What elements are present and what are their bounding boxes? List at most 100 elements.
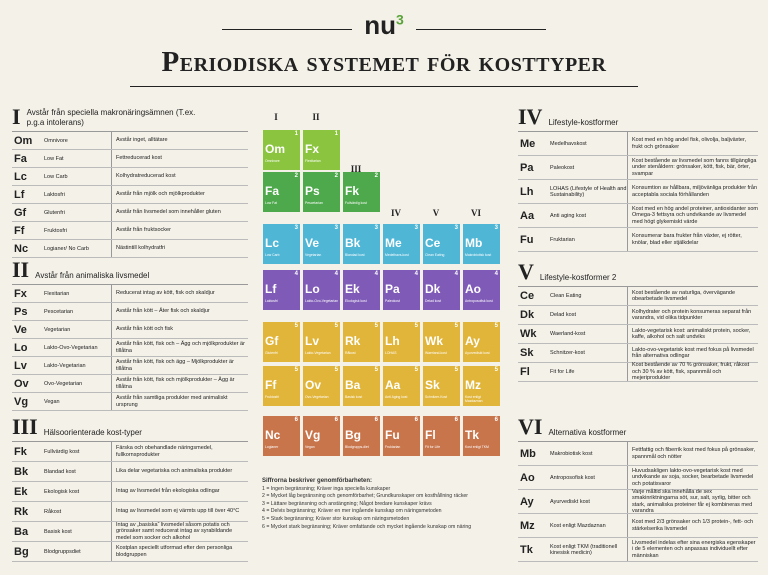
table-row: Bg Blodgruppsdiet Kostplan speciellt utfor… <box>12 542 248 562</box>
table-row: Sk Schnitzer-kost Lakto-ovo-vegetarisk kos… <box>518 344 758 363</box>
section-i: I Avstår från speciella makronäringsämnen… <box>12 104 248 258</box>
row-description: Kost med en hög andel proteiner, antioxi… <box>632 205 758 225</box>
tile-number: 6 <box>454 417 458 423</box>
table-row: Ov Ovo-Vegetarian Avstår från kött, fisk o… <box>12 375 248 393</box>
row-symbol: Ov <box>14 377 29 390</box>
section-table: Om Omnivore Avstår inget, alltätare Fa Low F… <box>12 131 248 258</box>
tile-label: Omnivore <box>265 159 280 163</box>
element-tile-aa: 5 Aa Anti Aging kost <box>383 366 420 406</box>
row-name: Ayurvediskt kost <box>548 490 628 513</box>
element-tile-rk: 5 Rk Råkost <box>343 322 380 362</box>
title-underline <box>130 86 638 87</box>
tile-label: Ovo-Vegetarian <box>305 395 329 399</box>
row-name: Low Carb <box>42 168 112 185</box>
row-name: Anti aging kost <box>548 204 628 227</box>
tile-number: 3 <box>414 225 418 231</box>
row-description: Lika delar vegetariska och animaliska pr… <box>116 468 233 475</box>
section-table: Fk Fullvärdig kost Färska och obehandlade … <box>12 441 248 562</box>
tile-label: Fruktarian <box>385 445 401 449</box>
element-tile-ve: 3 Ve Vegetarian <box>303 224 340 264</box>
section-title: Avstår från speciella makronäringsämnen … <box>26 108 196 127</box>
row-symbol: Me <box>520 137 536 150</box>
element-tile-wk: 5 Wk Waerland-kost <box>423 322 460 362</box>
tile-number: 5 <box>294 367 298 373</box>
row-symbol: Nc <box>14 242 29 255</box>
tile-number: 5 <box>374 367 378 373</box>
row-description: Kost med 2/3 grönsaker och 1/3 protein-,… <box>632 519 754 532</box>
row-name: Ekologisk kost <box>42 482 112 501</box>
tile-number: 6 <box>494 417 498 423</box>
element-tile-ps: 2 Ps Pescetarian <box>303 172 340 212</box>
section-title: Avstår från animaliska livsmedel <box>35 271 150 280</box>
tile-number: 5 <box>494 367 498 373</box>
table-row: Fu Fruktarian Konsumerar bara frukter från… <box>518 228 758 252</box>
row-symbol: Lf <box>14 188 25 201</box>
section-table: Me Medelhavskost Kost med en hög andel fis… <box>518 131 758 252</box>
section-ii: II Avstår från animaliska livsmedel Fx Flex… <box>12 259 248 411</box>
table-row: Fa Low Fat Fettreducerad kost <box>12 150 248 168</box>
row-name: Fullvärdig kost <box>42 442 112 461</box>
tile-symbol: Lh <box>385 334 400 348</box>
tile-label: Medelhavs-kost <box>385 253 409 257</box>
tile-symbol: Om <box>265 142 286 156</box>
tile-number: 1 <box>334 131 338 137</box>
tile-symbol: Fu <box>385 428 400 442</box>
tile-label: Logianer <box>265 445 279 449</box>
tile-number: 4 <box>374 271 378 277</box>
table-row: Nc Logianer/ No Carb Nästintill kolhydratf… <box>12 240 248 258</box>
table-row: Ce Clean Eating Kost bestående av naturlig… <box>518 287 758 306</box>
tile-label: Waerland-kost <box>425 351 447 355</box>
row-symbol: Ce <box>520 290 535 302</box>
tile-symbol: Ff <box>265 378 277 392</box>
table-row: Rk Råkost Intag av livsmedel som ej värmts… <box>12 502 248 522</box>
tile-number: 3 <box>374 225 378 231</box>
table-row: Ve Vegetarian Avstår från kött och fisk <box>12 321 248 339</box>
row-symbol: Sk <box>520 347 534 359</box>
table-row: Lv Lakto-Vegetarian Avstår från kött, fisk… <box>12 357 248 375</box>
tile-symbol: Pa <box>385 282 400 296</box>
row-symbol: Mb <box>520 447 536 460</box>
tile-symbol: Aa <box>385 378 401 392</box>
tile-label: Flexitarian <box>305 159 321 163</box>
row-name: Glutenfri <box>42 204 112 221</box>
tile-number: 2 <box>374 173 378 179</box>
group-header-4: IV <box>390 208 401 218</box>
row-symbol: Lh <box>520 185 534 198</box>
tile-label: Low Carb <box>265 253 280 257</box>
row-description: Kolhydratreducerad kost <box>116 173 176 180</box>
element-tile-ba: 5 Ba Basisk kost <box>343 366 380 406</box>
element-tile-gf: 5 Gf Glutenfri <box>263 322 300 362</box>
tile-symbol: Nc <box>265 428 281 442</box>
page-title: Periodiska systemet för kosttyper <box>161 46 607 78</box>
section-header: V Lifestyle-kostformer 2 <box>518 261 758 283</box>
tile-symbol: Fk <box>345 184 360 198</box>
tile-number: 6 <box>294 417 298 423</box>
table-row: Tk Kost enligt TKM (traditionell kinesisk… <box>518 538 758 562</box>
section-header: VI Alternativa kostformer <box>518 416 758 438</box>
legend-title: Siffrorna beskriver genomförbarheten: <box>262 478 373 484</box>
row-symbol: Fl <box>520 366 530 378</box>
section-iii: III Hälsoorienterade kost-typer Fk Fullvärd… <box>12 416 248 562</box>
element-tile-ff: 5 Ff Fruktosfri <box>263 366 300 406</box>
table-row: Ao Antroposofisk kost Huvudsakligen lakto-… <box>518 466 758 490</box>
row-description: Intag av „basiska“ livsmedel såsom potat… <box>116 521 233 541</box>
tile-label: LOHAS <box>385 351 397 355</box>
table-row: Fk Fullvärdig kost Färska och obehandlade … <box>12 442 248 462</box>
tile-number: 5 <box>334 367 338 373</box>
row-name: Ovo-Vegetarian <box>42 375 112 392</box>
tile-label: Makrobiotisk kost <box>465 253 492 257</box>
tile-number: 4 <box>414 271 418 277</box>
section-number: I <box>12 104 21 129</box>
table-row: Gf Glutenfri Avstår från livsmedel som inn… <box>12 204 248 222</box>
row-description: Kost bestående av livsmedel som fanns ti… <box>632 157 757 177</box>
section-header: I Avstår från speciella makronäringsämnen… <box>12 104 248 129</box>
row-description: Lakto-vegetarisk kost: animaliskt protei… <box>632 327 751 341</box>
tile-label: Anti Aging kost <box>385 395 408 399</box>
table-row: Bk Blandad kost Lika delar vegetariska och… <box>12 462 248 482</box>
tile-label: Paleokost <box>385 299 400 303</box>
tile-number: 3 <box>334 225 338 231</box>
table-row: Aa Anti aging kost Kost med en hög andel p… <box>518 204 758 228</box>
nu3-logo: nu3 <box>364 10 404 40</box>
tile-number: 5 <box>294 323 298 329</box>
tile-symbol: Vg <box>305 428 321 442</box>
